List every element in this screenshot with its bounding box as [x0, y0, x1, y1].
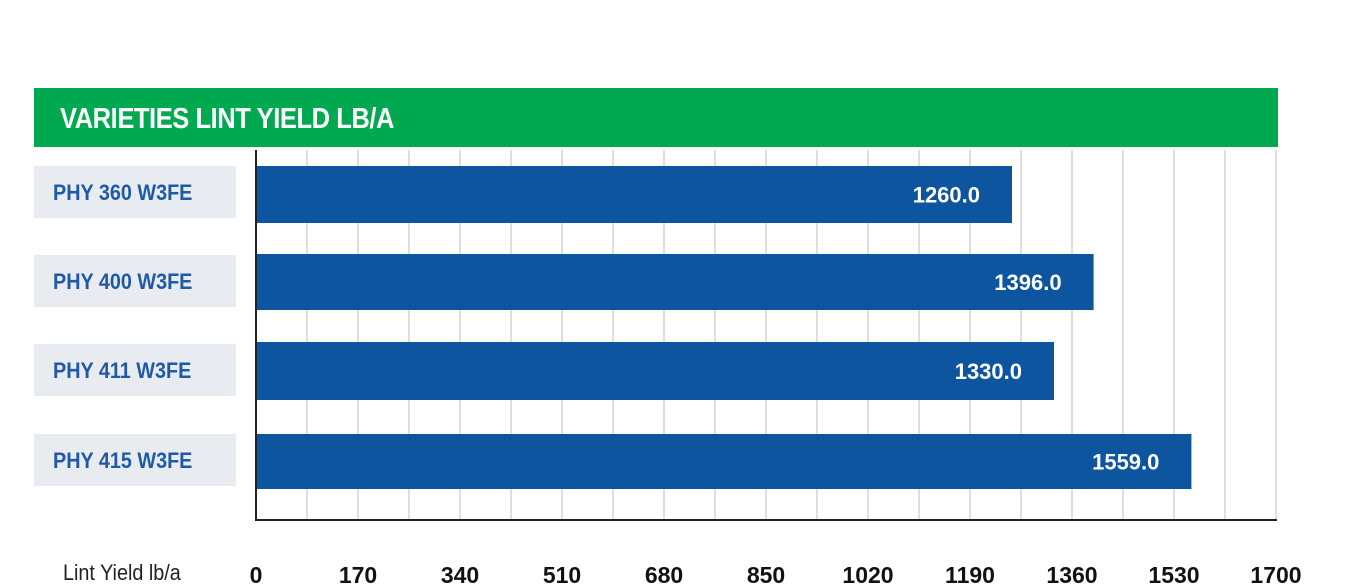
category-label: PHY 400 W3FE — [34, 255, 236, 307]
bar-value-label: 1260.0 — [913, 183, 980, 208]
bar-value-label: 1330.0 — [955, 359, 1022, 384]
bar — [256, 166, 1012, 223]
x-tick-label: 1700 — [1250, 562, 1301, 584]
category-label: PHY 415 W3FE — [34, 434, 236, 486]
category-label: PHY 360 W3FE — [34, 166, 236, 218]
x-tick-label: 510 — [543, 562, 581, 584]
x-tick-label: 850 — [747, 562, 785, 584]
x-tick-label: 1360 — [1046, 562, 1097, 584]
x-tick-label: 0 — [250, 562, 263, 584]
category-label: PHY 411 W3FE — [34, 344, 236, 396]
chart-title: VARIETIES LINT YIELD LB/A — [60, 103, 395, 135]
bar — [256, 254, 1094, 310]
x-axis-title: Lint Yield lb/a — [63, 560, 181, 585]
x-tick-label: 1020 — [842, 562, 893, 584]
bar-value-label: 1559.0 — [1092, 450, 1159, 475]
chart-title-banner: VARIETIES LINT YIELD LB/A — [34, 88, 1278, 147]
x-tick-label: 680 — [645, 562, 683, 584]
bar — [256, 342, 1054, 400]
x-tick-label: 170 — [339, 562, 377, 584]
bar-value-label: 1396.0 — [994, 270, 1061, 295]
x-tick-label: 340 — [441, 562, 479, 584]
bar — [256, 434, 1192, 489]
x-tick-label: 1190 — [945, 562, 995, 584]
x-tick-label: 1530 — [1148, 562, 1199, 584]
